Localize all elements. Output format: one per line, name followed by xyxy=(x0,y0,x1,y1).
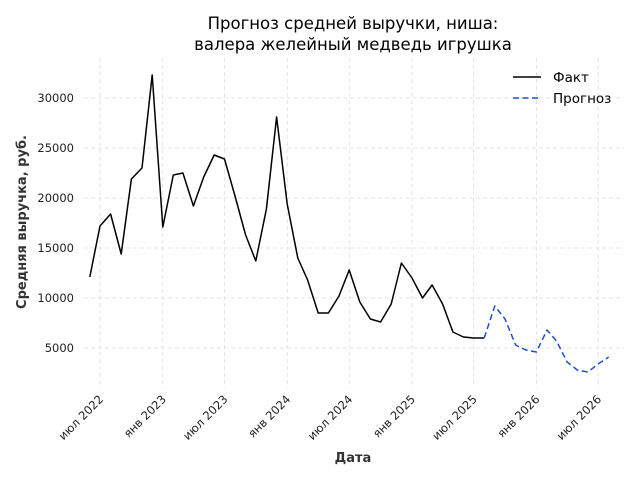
chart-title-line-2: валера желейный медведь игрушка xyxy=(194,35,512,54)
series-layer xyxy=(89,74,610,373)
x-tick-label: июл 2024 xyxy=(305,392,356,443)
legend-label-fact: Факт xyxy=(553,70,589,86)
series-line-fact xyxy=(89,74,485,339)
legend-label-forecast: Прогноз xyxy=(553,91,611,107)
y-axis-label: Средняя выручка, руб. xyxy=(15,135,30,309)
ticks: 5000 10000 15000 20000 25000 30000 июл 2022 янв… xyxy=(37,91,604,443)
x-tick-label: янв 2025 xyxy=(370,392,418,440)
legend: Факт Прогноз xyxy=(513,70,611,107)
x-axis-label: Дата xyxy=(335,451,372,466)
y-tick-label: 15000 xyxy=(37,241,74,255)
x-tick-label: янв 2024 xyxy=(245,392,293,440)
x-tick-label: июл 2023 xyxy=(180,392,231,443)
x-tick-label: июл 2022 xyxy=(56,392,107,443)
y-tick-label: 5000 xyxy=(45,341,74,355)
x-tick-label: июл 2026 xyxy=(554,392,605,443)
y-tick-label: 30000 xyxy=(37,91,74,105)
x-tick-label: янв 2026 xyxy=(494,392,542,440)
x-tick-label: янв 2023 xyxy=(121,392,169,440)
y-tick-label: 10000 xyxy=(37,291,74,305)
grid xyxy=(84,58,624,388)
y-tick-label: 20000 xyxy=(37,191,74,205)
chart-title-line-1: Прогноз средней выручки, ниша: xyxy=(208,14,499,33)
y-tick-label: 25000 xyxy=(37,141,74,155)
series-line-forecast xyxy=(483,305,610,373)
x-tick-label: июл 2025 xyxy=(429,392,480,443)
